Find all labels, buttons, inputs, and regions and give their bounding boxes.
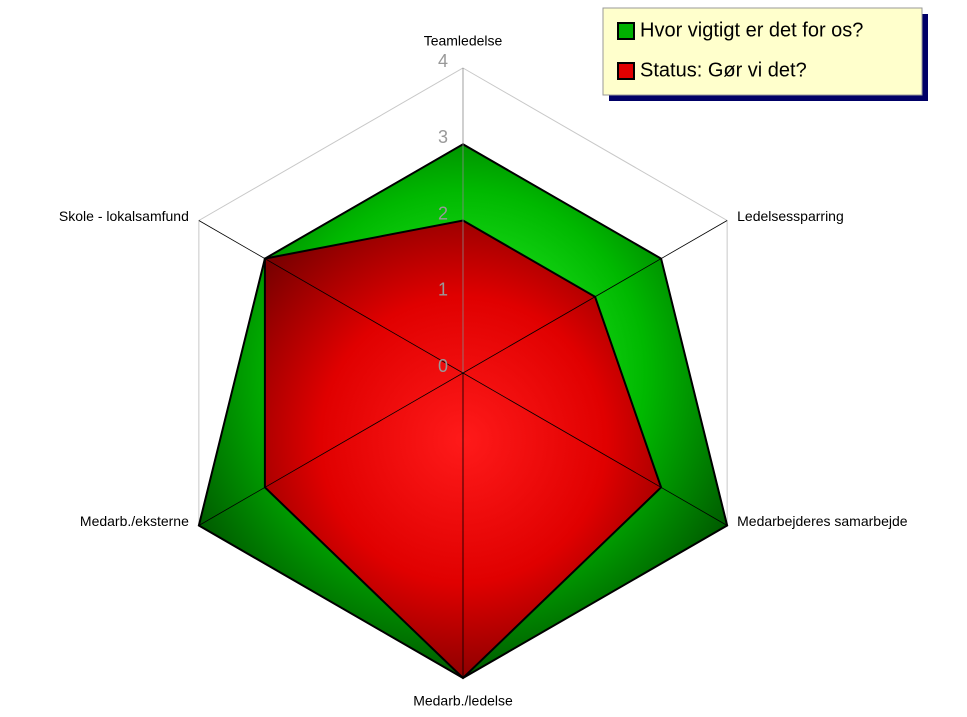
tick-label: 1 [438, 280, 448, 300]
category-label: Skole - lokalsamfund [59, 208, 189, 224]
spoke [462, 372, 728, 526]
tick-label: 0 [438, 356, 448, 376]
category-label: Ledelsessparring [737, 208, 844, 224]
category-label: Teamledelse [424, 33, 503, 49]
legend-marker [617, 62, 635, 80]
spoke [198, 372, 464, 526]
category-label: Medarb./ledelse [413, 693, 513, 709]
spoke [462, 220, 728, 374]
legend-marker [617, 22, 635, 40]
category-label: Medarbejderes samarbejde [737, 513, 908, 529]
spoke [198, 220, 464, 374]
tick-label: 4 [438, 51, 448, 71]
legend-label: Hvor vigtigt er det for os? [640, 19, 863, 41]
legend-label: Status: Gør vi det? [640, 59, 807, 81]
tick-label: 2 [438, 203, 448, 223]
legend-box [602, 7, 923, 96]
tick-label: 3 [438, 127, 448, 147]
category-label: Medarb./eksterne [80, 513, 189, 529]
